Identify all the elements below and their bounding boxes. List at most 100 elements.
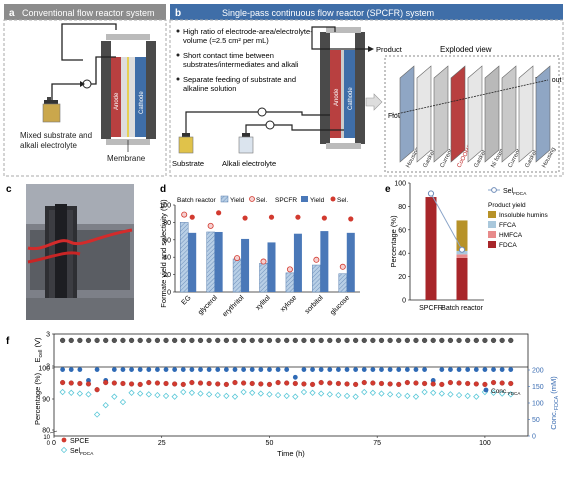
point-sel-fdca	[119, 398, 127, 406]
y-tick-label: 0	[167, 290, 171, 297]
legend-item: FDCA	[499, 242, 517, 249]
bar-spcfr-yield	[320, 231, 329, 292]
bar-segment-hmfca	[456, 254, 468, 258]
point-conc-fdca	[232, 367, 238, 372]
point-ecell	[378, 337, 385, 344]
y-axis-label: Percentage (%)	[389, 215, 398, 268]
legend-conc-fdca: Conc.FDCA	[491, 388, 521, 396]
point-conc-fdca	[172, 367, 178, 372]
y-tick-label-right: 100	[532, 401, 544, 408]
point-sel-fdca	[85, 391, 92, 398]
point-conc-fdca	[146, 367, 152, 372]
point-conc-fdca	[482, 367, 488, 372]
exploded-plate	[450, 65, 466, 163]
point-spce	[396, 381, 402, 387]
point-spce	[482, 381, 488, 387]
point-sel-fdca	[447, 391, 454, 398]
point-sel-fdca	[93, 411, 101, 418]
bar-batch-yield	[312, 264, 321, 293]
x-tick-label: sorbitol	[304, 294, 325, 315]
point-spcfr-sel	[348, 216, 354, 222]
point-spcfr-sel	[321, 215, 327, 221]
bar-spcfr-yield	[267, 242, 276, 292]
y-tick-label: 20	[398, 274, 406, 281]
point-conc-fdca	[284, 367, 290, 372]
point-spce	[344, 381, 350, 387]
point-ecell	[439, 337, 445, 344]
substrate-bottle-icon	[178, 133, 194, 154]
exploded-plate	[518, 65, 534, 163]
point-conc-fdca	[499, 367, 505, 372]
legend-swatch	[488, 231, 496, 238]
point-sel-fdca	[240, 388, 247, 396]
legend-sel: Sel.	[337, 197, 348, 204]
point-sel-fdca	[430, 389, 437, 396]
x-tick-label: 0	[52, 440, 56, 447]
point-ecell	[258, 337, 264, 344]
point-spce	[508, 380, 514, 387]
point-ecell	[128, 337, 135, 344]
point-spce	[85, 381, 92, 387]
bottle-icon	[42, 97, 61, 123]
exploded-plate	[484, 65, 500, 163]
point-spce	[370, 380, 376, 386]
point-sel-fdca	[490, 389, 497, 396]
panel-b: b Single-pass continuous flow reactor (S…	[169, 4, 564, 177]
point-spce	[456, 380, 462, 386]
legend-conc-marker	[483, 387, 489, 393]
reactor-conventional: Anode Cathode	[101, 34, 156, 145]
point-ecell	[309, 337, 316, 344]
exploded-plate	[501, 65, 517, 163]
point-conc-fdca	[189, 367, 195, 372]
bar-spcfr-yield	[241, 238, 250, 292]
y-tick-label: 60	[398, 227, 406, 234]
point-spce	[422, 380, 428, 387]
legend-sel-fdca: SelFDCA	[70, 448, 94, 457]
legend-sel-marker	[60, 446, 68, 454]
x-tick-label: 75	[373, 440, 381, 447]
point-sel-fdca	[498, 390, 506, 397]
point-spce	[490, 380, 497, 386]
point-spce	[335, 380, 341, 387]
point-sel-fdca	[317, 390, 325, 397]
point-spce	[215, 381, 221, 387]
right-y-axis-label: Conc.FDCA (mM)	[549, 376, 560, 430]
point-spcfr-sel	[268, 214, 275, 220]
point-conc-fdca	[215, 367, 221, 372]
bullet-1-line-2: volume (≈2.5 cm² per mL)	[183, 36, 269, 45]
panel-letter: c	[6, 184, 12, 195]
x-tick-label: erythritol	[222, 294, 246, 318]
bar-segment-insoluble-humins	[456, 220, 468, 251]
top-y-axis-label: Ecell (V)	[33, 337, 44, 362]
point-spce	[154, 380, 160, 386]
bullet-3-line-2: alkaline solution	[183, 84, 236, 93]
alkali-bottle-icon	[238, 133, 254, 154]
point-ecell	[499, 337, 505, 344]
point-conc-fdca	[180, 367, 186, 372]
point-sel-fdca	[412, 393, 420, 400]
flow-in-label: Flow in	[388, 113, 410, 120]
sel-fdca-line	[430, 193, 463, 250]
anode-label: Anode	[114, 92, 120, 110]
point-spce	[499, 380, 505, 386]
point-spcfr-sel	[242, 215, 248, 221]
y-tick-label-right: 50	[532, 417, 540, 424]
point-ecell	[482, 337, 488, 344]
point-sel-fdca	[180, 388, 187, 396]
bar-spcfr-yield	[214, 231, 223, 292]
point-sel-fdca	[378, 390, 385, 397]
panel-b-frame	[169, 19, 564, 177]
legend-spce-marker	[61, 437, 67, 443]
point-conc-fdca	[456, 367, 462, 372]
point-ecell	[197, 337, 204, 344]
point-spce	[223, 381, 229, 387]
point-sel-fdca	[455, 391, 463, 399]
point-spce	[404, 380, 410, 386]
point-spce	[249, 380, 255, 387]
legend-swatch	[488, 241, 496, 248]
cathode-label: Cathode	[348, 87, 354, 110]
legend-batch-swatch	[220, 195, 229, 203]
point-sel-fdca	[309, 389, 316, 396]
